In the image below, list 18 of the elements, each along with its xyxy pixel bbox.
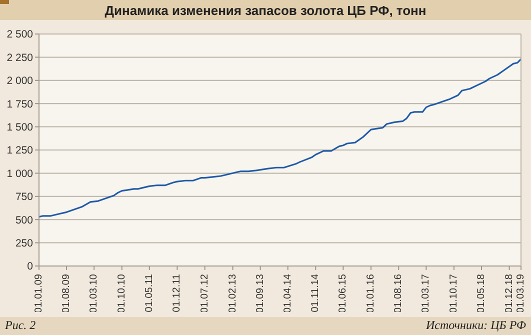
text: Источники: ЦБ РФ [426,318,526,333]
y-tick-label: 2 000 [6,75,34,88]
line-series [39,58,521,218]
y-tick-label: 1 000 [6,168,34,180]
chart-title: Динамика изменения запасов золота ЦБ РФ, тонн [0,0,531,20]
x-tick-label: 01.12.11 [172,274,183,312]
y-tick-label: 2 250 [6,52,34,64]
y-tick-label: 1 250 [6,144,34,157]
y-tick-label: 1 500 [6,122,34,134]
y-tick-label: 0 [27,260,34,273]
y-tick-label: 500 [15,214,34,226]
x-tick-label: 01.11.14 [310,274,322,312]
text: Рис. 2 [5,318,36,333]
y-tick-label: 2 500 [6,28,34,41]
y-tick-label: 250 [15,238,34,250]
y-tick-label: 750 [15,191,34,204]
y-tick-label: 1 750 [6,98,34,110]
x-tick-label: 01.05.11 [144,274,155,312]
